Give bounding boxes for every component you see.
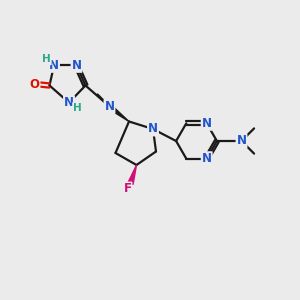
Text: N: N xyxy=(49,59,59,72)
Polygon shape xyxy=(108,105,129,122)
Text: N: N xyxy=(71,59,82,72)
Polygon shape xyxy=(128,165,136,184)
Text: N: N xyxy=(104,100,115,113)
Text: H: H xyxy=(42,54,51,64)
Text: N: N xyxy=(148,122,158,136)
Text: N: N xyxy=(202,117,212,130)
Text: N: N xyxy=(64,96,74,109)
Text: F: F xyxy=(124,182,131,196)
Text: N: N xyxy=(236,134,247,148)
Text: N: N xyxy=(202,152,212,165)
Text: H: H xyxy=(73,103,82,113)
Text: O: O xyxy=(29,77,40,91)
